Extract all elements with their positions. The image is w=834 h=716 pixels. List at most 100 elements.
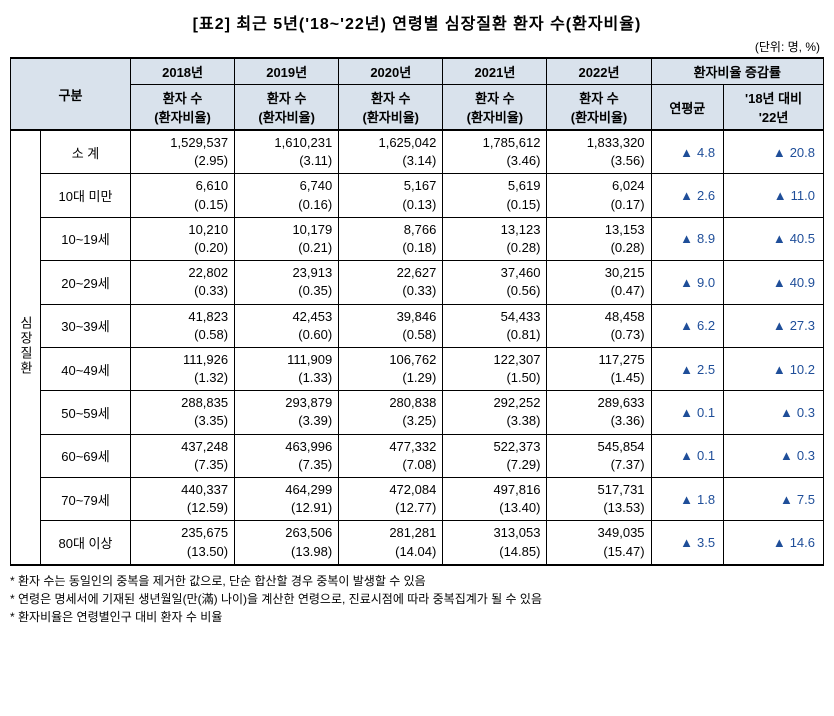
- rate-vs18-cell: ▲ 0.3: [724, 391, 824, 434]
- patient-count: 6,740: [239, 177, 332, 195]
- patient-ratio: (1.33): [239, 369, 332, 387]
- rate-vs18-cell: ▲0.3: [724, 434, 824, 477]
- patient-count: 10,179: [239, 221, 332, 239]
- patient-ratio: (7.29): [447, 456, 540, 474]
- patient-ratio: (1.29): [343, 369, 436, 387]
- patient-ratio: (0.47): [551, 282, 644, 300]
- data-cell: 522,373(7.29): [443, 434, 547, 477]
- patient-ratio: (0.56): [447, 282, 540, 300]
- data-cell: 497,816(13.40): [443, 478, 547, 521]
- table-row: 심장질환소 계1,529,537(2.95)1,610,231(3.11)1,6…: [11, 130, 824, 174]
- triangle-up-icon: ▲: [680, 231, 693, 246]
- data-cell: 464,299(12.91): [235, 478, 339, 521]
- table-row: 10~19세10,210(0.20)10,179(0.21)8,766(0.18…: [11, 217, 824, 260]
- rate-vs18-value: 0.3: [797, 405, 815, 420]
- data-cell: 30,215(0.47): [547, 261, 651, 304]
- triangle-up-icon: ▲: [680, 275, 693, 290]
- patient-ratio: (0.16): [239, 196, 332, 214]
- row-label: 80대 이상: [41, 521, 131, 565]
- row-label: 60~69세: [41, 434, 131, 477]
- data-cell: 42,453(0.60): [235, 304, 339, 347]
- patient-ratio: (2.95): [135, 152, 228, 170]
- patient-ratio: (0.33): [343, 282, 436, 300]
- patient-count: 48,458: [551, 308, 644, 326]
- side-label-text: 심장질환: [16, 316, 35, 376]
- data-cell: 48,458(0.73): [547, 304, 651, 347]
- rate-vs18-value: 7.5: [797, 492, 815, 507]
- rate-avg-value: 8.9: [697, 231, 715, 246]
- data-cell: 111,926(1.32): [131, 347, 235, 390]
- patient-ratio: (3.56): [551, 152, 644, 170]
- patient-count: 497,816: [447, 481, 540, 499]
- patient-ratio: (3.25): [343, 412, 436, 430]
- header-sub-2022: 환자 수(환자비율): [547, 85, 651, 131]
- patient-count: 235,675: [135, 524, 228, 542]
- triangle-up-icon: ▲: [680, 492, 693, 507]
- patient-count: 1,529,537: [135, 134, 228, 152]
- patient-ratio: (0.58): [343, 326, 436, 344]
- patient-count: 30,215: [551, 264, 644, 282]
- rate-avg-value: 9.0: [697, 275, 715, 290]
- data-cell: 37,460(0.56): [443, 261, 547, 304]
- patient-count: 13,153: [551, 221, 644, 239]
- header-year-2018: 2018년: [131, 58, 235, 85]
- rate-vs18-cell: ▲7.5: [724, 478, 824, 521]
- patient-ratio: (0.73): [551, 326, 644, 344]
- patient-count: 313,053: [447, 524, 540, 542]
- data-cell: 8,766(0.18): [339, 217, 443, 260]
- patient-ratio: (12.91): [239, 499, 332, 517]
- table-body: 심장질환소 계1,529,537(2.95)1,610,231(3.11)1,6…: [11, 130, 824, 565]
- triangle-up-icon: ▲: [780, 448, 793, 463]
- patient-count: 8,766: [343, 221, 436, 239]
- rate-avg-cell: ▲ 1.8: [651, 478, 724, 521]
- patient-ratio: (7.37): [551, 456, 644, 474]
- patient-count: 111,926: [135, 351, 228, 369]
- triangle-up-icon: ▲: [680, 318, 693, 333]
- patient-count: 437,248: [135, 438, 228, 456]
- rate-avg-cell: ▲ 8.9: [651, 217, 724, 260]
- patient-ratio: (14.04): [343, 543, 436, 561]
- patient-count: 13,123: [447, 221, 540, 239]
- patient-ratio: (0.20): [135, 239, 228, 257]
- patient-count: 39,846: [343, 308, 436, 326]
- rate-avg-value: 4.8: [697, 145, 715, 160]
- patient-ratio: (0.17): [551, 196, 644, 214]
- data-cell: 477,332(7.08): [339, 434, 443, 477]
- data-cell: 106,762(1.29): [339, 347, 443, 390]
- data-cell: 5,167(0.13): [339, 174, 443, 217]
- data-cell: 1,529,537(2.95): [131, 130, 235, 174]
- data-cell: 10,210(0.20): [131, 217, 235, 260]
- data-cell: 13,153(0.28): [547, 217, 651, 260]
- table-row: 40~49세111,926(1.32)111,909(1.33)106,762(…: [11, 347, 824, 390]
- data-cell: 111,909(1.33): [235, 347, 339, 390]
- header-sub-2019: 환자 수(환자비율): [235, 85, 339, 131]
- patient-count: 281,281: [343, 524, 436, 542]
- patient-count: 5,167: [343, 177, 436, 195]
- patient-count: 477,332: [343, 438, 436, 456]
- rate-avg-value: 1.8: [697, 492, 715, 507]
- triangle-up-icon: ▲: [780, 405, 793, 420]
- patient-ratio: (3.39): [239, 412, 332, 430]
- rate-vs18-cell: ▲40.5: [724, 217, 824, 260]
- data-cell: 545,854(7.37): [547, 434, 651, 477]
- rate-avg-cell: ▲2.6: [651, 174, 724, 217]
- data-cell: 292,252(3.38): [443, 391, 547, 434]
- rate-avg-value: 6.2: [697, 318, 715, 333]
- header-sub-2021: 환자 수(환자비율): [443, 85, 547, 131]
- patient-ratio: (13.40): [447, 499, 540, 517]
- patient-count: 522,373: [447, 438, 540, 456]
- data-cell: 288,835(3.35): [131, 391, 235, 434]
- header-rate-avg: 연평균: [651, 85, 724, 131]
- patient-count: 1,610,231: [239, 134, 332, 152]
- patient-count: 42,453: [239, 308, 332, 326]
- table-title: [표2] 최근 5년('18~'22년) 연령별 심장질환 환자 수(환자비율): [10, 10, 824, 34]
- patient-count: 5,619: [447, 177, 540, 195]
- note-2: 연령은 명세서에 기재된 생년월일(만(滿) 나이)을 계산한 연령으로, 진료…: [10, 590, 824, 608]
- header-category: 구분: [11, 58, 131, 130]
- patient-count: 54,433: [447, 308, 540, 326]
- header-year-2020: 2020년: [339, 58, 443, 85]
- patient-count: 6,610: [135, 177, 228, 195]
- data-cell: 13,123(0.28): [443, 217, 547, 260]
- row-label: 소 계: [41, 130, 131, 174]
- patient-ratio: (13.98): [239, 543, 332, 561]
